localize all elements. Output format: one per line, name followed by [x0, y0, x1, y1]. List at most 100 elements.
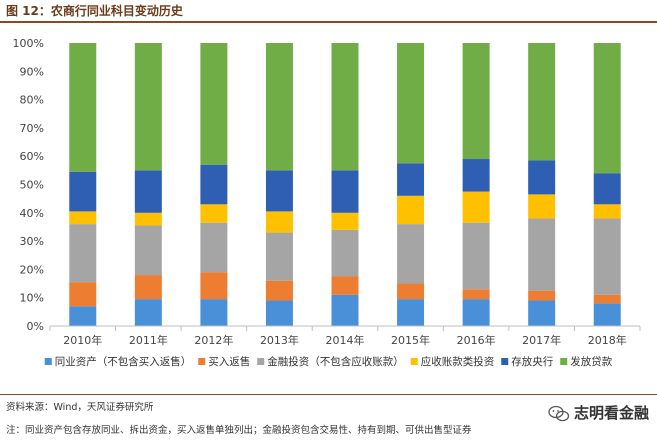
x-tick-label: 2011年 — [129, 333, 168, 347]
bar-segment — [265, 170, 293, 212]
x-tick-label: 2015年 — [391, 333, 430, 347]
bar-segment — [528, 160, 556, 195]
bar-segment — [593, 218, 621, 295]
bar-segment — [593, 43, 621, 174]
bar-segment — [331, 212, 359, 230]
bar-segment — [69, 282, 97, 307]
bar-segment — [134, 299, 162, 326]
bar-segment — [397, 163, 425, 196]
bar-segment — [397, 283, 425, 300]
y-tick-label: 30% — [20, 235, 44, 248]
bar-segment — [134, 212, 162, 226]
bar-segment — [69, 224, 97, 283]
figure-header: 图 12：农商行同业科目变动历史 — [0, 0, 657, 22]
x-tick-label: 2017年 — [522, 333, 561, 347]
bar-segment — [265, 300, 293, 326]
y-tick-label: 60% — [20, 150, 44, 163]
bar-segment — [200, 299, 228, 326]
bar-segment — [69, 306, 97, 326]
bar-segment — [134, 275, 162, 300]
bar-segment — [528, 290, 556, 301]
bar-segment — [397, 224, 425, 284]
title-divider — [0, 21, 657, 23]
x-tick-label: 2016年 — [457, 333, 496, 347]
bar-segment — [397, 195, 425, 225]
bar-series — [69, 43, 621, 326]
bar-segment — [331, 276, 359, 295]
bar-segment — [69, 211, 97, 225]
y-tick-label: 20% — [20, 263, 44, 276]
bar-segment — [462, 222, 490, 290]
y-tick-label: 50% — [20, 179, 44, 192]
bar-segment — [593, 173, 621, 205]
bar-segment — [331, 229, 359, 277]
x-tick-label: 2012年 — [194, 333, 233, 347]
legend-swatch — [501, 358, 509, 365]
legend-swatch — [410, 358, 418, 365]
bar-segment — [331, 43, 359, 171]
source-text: 资料来源：Wind，天风证券研究所 — [6, 402, 154, 413]
bar-segment — [200, 164, 228, 205]
y-tick-label: 70% — [20, 122, 44, 135]
x-axis: 2010年 2011年 2012年 2013年 2014年 2015年 2016年 2017年… — [49, 326, 641, 347]
bar-segment — [200, 204, 228, 223]
legend-label: 金融投资（不包含应收账款） — [267, 355, 404, 368]
legend-label: 存放央行 — [511, 355, 553, 368]
y-tick-label: 80% — [20, 94, 44, 107]
legend-label: 买入返售 — [208, 355, 250, 368]
x-tick-label: 2013年 — [260, 333, 299, 347]
legend-swatch — [198, 358, 206, 365]
bar-segment — [593, 303, 621, 326]
watermark: 志明看金融 — [548, 402, 649, 423]
legend-label: 应收账款类投资 — [421, 355, 495, 368]
bar-segment — [265, 43, 293, 171]
bar-segment — [265, 211, 293, 233]
bar-segment — [134, 170, 162, 213]
bar-segment — [397, 299, 425, 326]
bar-segment — [331, 294, 359, 326]
bar-segment — [528, 300, 556, 326]
legend-swatch — [44, 358, 52, 365]
bar-segment — [462, 299, 490, 326]
y-tick-label: 0% — [27, 320, 44, 333]
bar-segment — [134, 225, 162, 276]
bar-segment — [69, 43, 97, 172]
bar-segment — [528, 218, 556, 291]
note-text: 注：同业资产包含存放同业、拆出资金，买入返售单独列出；金融投资包含交易性、持有到… — [6, 425, 472, 436]
watermark-text: 志明看金融 — [574, 404, 650, 422]
bar-segment — [593, 204, 621, 219]
y-tick-label: 90% — [20, 65, 44, 78]
legend-label: 发放贷款 — [570, 355, 612, 368]
bar-segment — [593, 294, 621, 304]
x-tick-label: 2010年 — [63, 333, 102, 347]
bar-segment — [462, 43, 490, 160]
legend-swatch — [257, 358, 265, 365]
x-tick-label: 2014年 — [326, 333, 365, 347]
bar-segment — [134, 43, 162, 171]
chart-legend: 同业资产（不包含买入返售） 买入返售 金融投资（不包含应收账款） 应收账款类投资 存放央… — [44, 355, 613, 368]
footer-divider — [0, 394, 657, 395]
bar-segment — [528, 43, 556, 161]
bar-segment — [462, 191, 490, 223]
figure-title: 图 12：农商行同业科目变动历史 — [6, 4, 183, 18]
bar-segment — [397, 43, 425, 164]
bar-segment — [200, 43, 228, 165]
y-tick-label: 10% — [20, 292, 44, 305]
bar-segment — [69, 171, 97, 212]
bar-segment — [265, 280, 293, 301]
bar-segment — [200, 272, 228, 300]
bar-segment — [528, 194, 556, 219]
bar-segment — [462, 289, 490, 300]
x-tick-label: 2018年 — [588, 333, 627, 347]
bar-segment — [331, 170, 359, 213]
bar-segment — [265, 232, 293, 281]
legend-swatch — [560, 358, 568, 365]
y-axis: 0% 10% 20% 30% 40% 50% 60% 70% 80% 90% 100% — [13, 37, 44, 333]
y-tick-label: 40% — [20, 207, 44, 220]
legend-label: 同业资产（不包含买入返售） — [55, 355, 192, 368]
stacked-bar-chart: 0%10%20%30%40%50%60%70%80%90%100% 2010年 2… — [13, 37, 641, 368]
wechat-logo-icon — [548, 405, 570, 421]
y-tick-label: 100% — [13, 37, 44, 50]
bar-segment — [200, 222, 228, 273]
bar-segment — [462, 159, 490, 192]
